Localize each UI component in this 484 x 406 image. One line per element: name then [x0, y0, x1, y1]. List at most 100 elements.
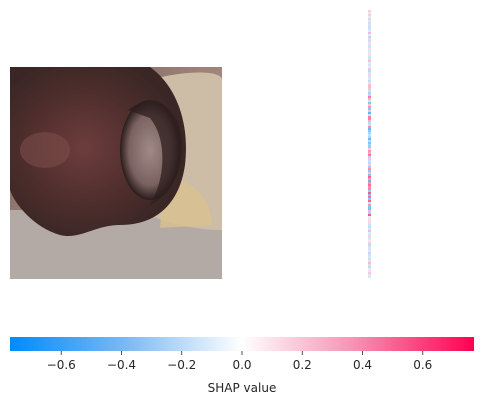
- shap-pixel: [368, 126, 371, 128]
- shap-pixel: [368, 230, 371, 232]
- shap-pixel: [368, 146, 371, 148]
- shap-pixel: [368, 210, 371, 212]
- shap-pixel: [368, 10, 371, 12]
- shap-pixel: [368, 244, 371, 246]
- shap-pixel: [368, 158, 371, 160]
- shap-pixel: [368, 172, 371, 174]
- shap-pixel: [368, 76, 371, 78]
- colorbar-label: SHAP value: [208, 381, 277, 395]
- colorbar-tick-label: −0.4: [107, 358, 136, 372]
- input-image: [10, 67, 222, 279]
- shap-pixel: [368, 78, 371, 80]
- shap-pixel: [368, 88, 371, 90]
- shap-pixel: [368, 44, 371, 46]
- shap-pixel: [368, 128, 371, 130]
- shap-pixel: [368, 198, 371, 200]
- shap-pixel: [368, 54, 371, 56]
- shap-pixel: [368, 96, 371, 98]
- shap-pixel: [368, 74, 371, 76]
- shap-pixel: [368, 92, 371, 94]
- shap-pixel: [368, 154, 371, 156]
- shap-pixel: [368, 188, 371, 190]
- shap-pixel: [368, 62, 371, 64]
- shap-pixel: [368, 214, 371, 216]
- shap-pixel: [368, 112, 371, 114]
- shap-pixel: [368, 32, 371, 34]
- shap-pixel: [368, 208, 371, 210]
- shap-pixel: [368, 190, 371, 192]
- shap-pixel: [368, 276, 371, 278]
- colorbar-tick-label: 0.4: [353, 358, 372, 372]
- colorbar-tick-label: 0.0: [232, 358, 251, 372]
- shap-pixel: [368, 144, 371, 146]
- shap-pixel: [368, 118, 371, 120]
- shap-pixel: [368, 256, 371, 258]
- shap-pixel: [368, 240, 371, 242]
- shap-pixel: [368, 130, 371, 132]
- shap-pixel: [368, 50, 371, 52]
- shap-pixel: [368, 68, 371, 70]
- shap-pixel: [368, 170, 371, 172]
- shap-pixel: [368, 156, 371, 158]
- shap-pixel: [368, 238, 371, 240]
- shap-pixel: [368, 162, 371, 164]
- shap-pixel: [368, 246, 371, 248]
- shap-pixel: [368, 174, 371, 176]
- shap-pixel: [368, 106, 371, 108]
- shap-pixel: [368, 124, 371, 126]
- shap-pixel: [368, 48, 371, 50]
- shap-pixel: [368, 140, 371, 142]
- shap-pixel: [368, 64, 371, 66]
- shap-pixel: [368, 182, 371, 184]
- shap-pixel: [368, 224, 371, 226]
- shap-pixel: [368, 104, 371, 106]
- shap-pixel: [368, 268, 371, 270]
- shap-pixel: [368, 40, 371, 42]
- shap-pixel: [368, 38, 371, 40]
- shap-pixel: [368, 34, 371, 36]
- shap-pixel: [368, 164, 371, 166]
- shap-pixel: [368, 218, 371, 220]
- shap-pixel: [368, 26, 371, 28]
- shap-pixel: [368, 234, 371, 236]
- shap-pixel: [368, 264, 371, 266]
- shap-pixel: [368, 262, 371, 264]
- colorbar-tick-label: 0.6: [413, 358, 432, 372]
- shap-pixel: [368, 114, 371, 116]
- shap-pixel: [368, 202, 371, 204]
- shap-pixel: [368, 134, 371, 136]
- shap-pixel: [368, 138, 371, 140]
- shap-pixel: [368, 86, 371, 88]
- shap-pixel: [368, 184, 371, 186]
- shap-pixel: [368, 36, 371, 38]
- shap-pixel: [368, 108, 371, 110]
- shap-pixel: [368, 20, 371, 22]
- shap-pixel: [368, 82, 371, 84]
- shap-pixel: [368, 216, 371, 218]
- colorbar-gradient: [10, 337, 474, 351]
- shap-pixel: [368, 204, 371, 206]
- colorbar-tick-label: 0.2: [293, 358, 312, 372]
- colorbar-tick-label: −0.6: [47, 358, 76, 372]
- shap-pixel: [368, 66, 371, 68]
- shap-pixel: [368, 132, 371, 134]
- shap-pixel: [368, 232, 371, 234]
- shap-pixel: [368, 122, 371, 124]
- shap-pixel: [368, 168, 371, 170]
- shap-pixel: [368, 72, 371, 74]
- shap-pixel: [368, 98, 371, 100]
- shap-pixel: [368, 52, 371, 54]
- shap-pixel: [368, 150, 371, 152]
- shap-pixel: [368, 46, 371, 48]
- shap-pixel: [368, 152, 371, 154]
- shap-pixel: [368, 42, 371, 44]
- shap-overlay: [368, 10, 371, 278]
- colorbar: −0.6 −0.4 −0.2 0.0 0.2 0.4 0.6 SHAP value: [10, 337, 474, 395]
- shap-pixel: [368, 56, 371, 58]
- shap-pixel: [368, 28, 371, 30]
- shap-pixel: [368, 142, 371, 144]
- shap-pixel: [368, 206, 371, 208]
- shap-pixel: [368, 120, 371, 122]
- colorbar-tick-label: −0.2: [167, 358, 196, 372]
